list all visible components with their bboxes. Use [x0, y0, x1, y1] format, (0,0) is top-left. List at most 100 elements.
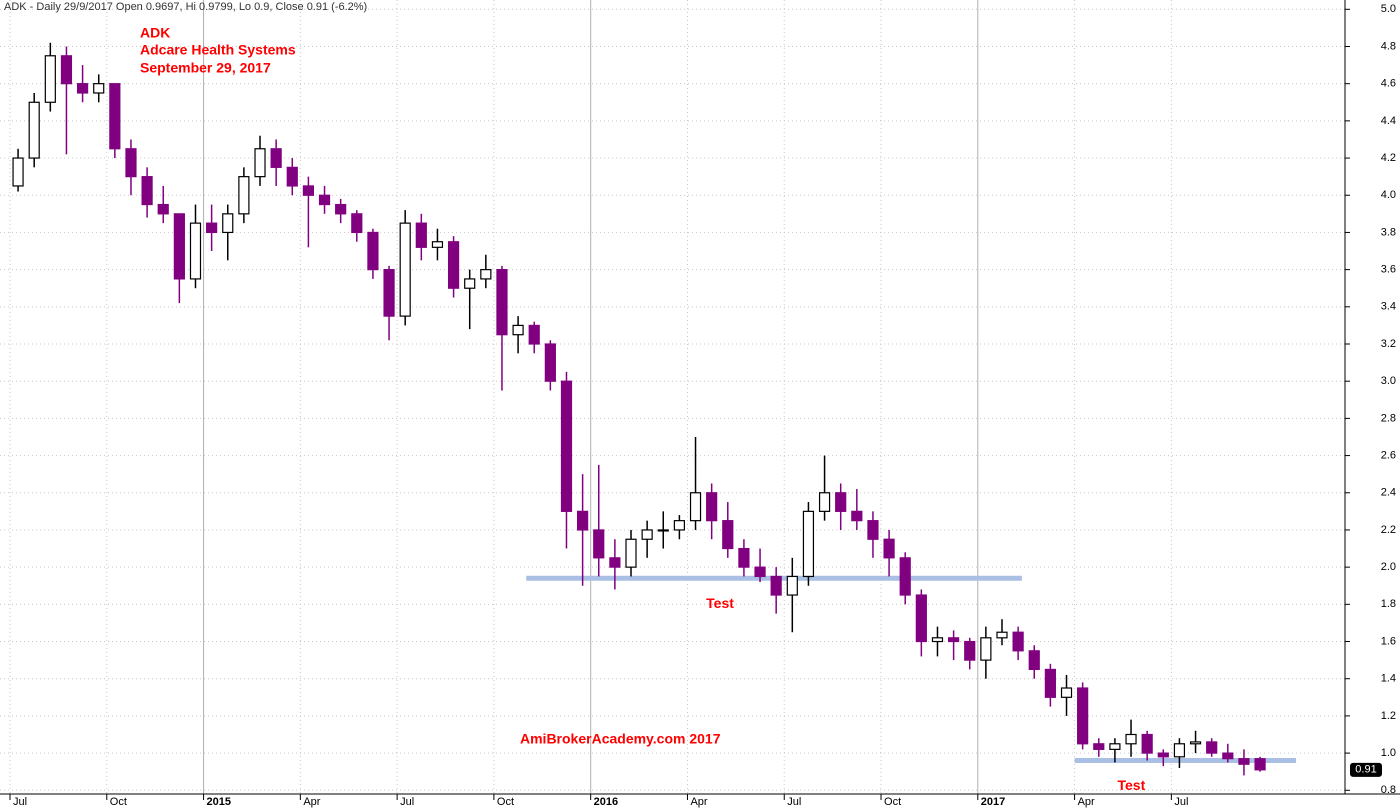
y-tick-label: 3.0: [1381, 375, 1396, 387]
candle-body: [125, 148, 137, 178]
y-tick-label: 1.2: [1381, 710, 1396, 722]
candle-body: [931, 637, 944, 643]
candle-body: [1222, 752, 1234, 760]
x-tick-label: 2015: [207, 796, 231, 808]
candle-body: [577, 510, 589, 531]
candle-body: [1077, 687, 1089, 745]
y-tick-label: 4.2: [1381, 152, 1396, 164]
y-tick-label: 1.4: [1381, 673, 1396, 685]
candle-body: [335, 203, 347, 215]
candle-body: [1028, 650, 1040, 671]
x-tick-label: Jul: [400, 796, 414, 808]
x-tick-label: 2016: [594, 796, 618, 808]
x-tick-label: 2017: [981, 796, 1005, 808]
candle-body: [1044, 668, 1056, 698]
candle-body: [1093, 743, 1105, 750]
candle-body: [915, 594, 927, 643]
candle-body: [980, 637, 992, 661]
candle-body: [867, 520, 879, 540]
candle-body: [560, 380, 573, 512]
candle-body: [964, 640, 976, 661]
y-tick-label: 2.0: [1381, 561, 1396, 573]
candle-body: [28, 101, 40, 159]
chart-date: September 29, 2017: [140, 60, 271, 76]
candle-body: [270, 148, 282, 168]
x-tick-label: Apr: [303, 796, 320, 808]
x-tick-label: Apr: [690, 796, 707, 808]
candle-body: [254, 148, 266, 178]
watermark: AmiBrokerAcademy.com 2017: [520, 731, 721, 747]
candle-body: [383, 269, 395, 317]
chart-title: ADK: [140, 25, 170, 41]
candle-body: [496, 269, 508, 336]
candle-body: [899, 557, 911, 596]
y-tick-label: 2.4: [1381, 487, 1396, 499]
y-tick-label: 5.0: [1381, 3, 1396, 15]
candle-body: [206, 222, 218, 234]
y-tick-label: 2.6: [1381, 449, 1396, 461]
candle-body: [948, 637, 960, 643]
candle-body: [222, 213, 234, 234]
y-tick-label: 2.8: [1381, 412, 1396, 424]
x-tick-label: Jul: [13, 796, 27, 808]
candle-body: [318, 194, 331, 206]
x-tick-label: Apr: [1078, 796, 1095, 808]
x-tick-label: Oct: [497, 796, 514, 808]
candle-body: [173, 213, 185, 280]
candle-body: [1238, 758, 1250, 765]
y-tick-label: 1.8: [1381, 598, 1396, 610]
annotation: Test: [706, 595, 734, 611]
y-tick-label: 2.2: [1381, 524, 1396, 536]
y-tick-label: 4.6: [1381, 78, 1396, 90]
candle-body: [464, 278, 476, 289]
candle-body: [1189, 741, 1202, 745]
candle-body: [60, 55, 73, 85]
y-tick-label: 3.6: [1381, 264, 1396, 276]
candle-body: [431, 241, 444, 248]
candle-body: [1109, 743, 1121, 750]
candle-body: [996, 631, 1008, 639]
y-tick-label: 0.8: [1381, 784, 1396, 796]
candle-body: [399, 222, 411, 317]
candle-body: [544, 343, 556, 382]
candle-body: [238, 176, 250, 215]
grid: [0, 0, 1345, 794]
candle-body: [1254, 758, 1266, 771]
candle-body: [1173, 743, 1186, 758]
y-tick-label: 1.0: [1381, 747, 1396, 759]
candle-body: [1060, 687, 1073, 698]
last-price-label: 0.91: [1355, 764, 1376, 776]
candle-body: [722, 520, 734, 550]
candle-body: [415, 222, 427, 248]
candle-body: [754, 566, 766, 578]
chart-subtitle: Adcare Health Systems: [140, 42, 296, 58]
y-tick-label: 3.8: [1381, 226, 1396, 238]
candle-body: [109, 83, 121, 150]
candle-body: [447, 241, 460, 289]
x-tick-label: Oct: [884, 796, 901, 808]
candle-body: [883, 538, 895, 559]
candle-body: [1125, 733, 1137, 745]
candle-body: [351, 213, 363, 234]
candle-body: [480, 269, 492, 280]
candle-body: [641, 529, 653, 540]
x-tick-label: Oct: [110, 796, 127, 808]
candle-body: [44, 55, 56, 103]
y-tick-label: 4.4: [1381, 115, 1396, 127]
candle-body: [189, 222, 202, 280]
candle-body: [76, 83, 89, 94]
candle-body: [673, 520, 685, 531]
y-tick-label: 1.6: [1381, 635, 1396, 647]
candle-body: [12, 157, 24, 187]
y-tick-label: 4.8: [1381, 40, 1396, 52]
candle-body: [835, 492, 847, 512]
candle-body: [625, 538, 637, 568]
candle-body: [689, 492, 702, 522]
candle-body: [93, 83, 105, 94]
candle-body: [1206, 741, 1218, 754]
candle-body: [528, 324, 540, 345]
candle-body: [1012, 631, 1024, 652]
candle-body: [657, 529, 669, 532]
